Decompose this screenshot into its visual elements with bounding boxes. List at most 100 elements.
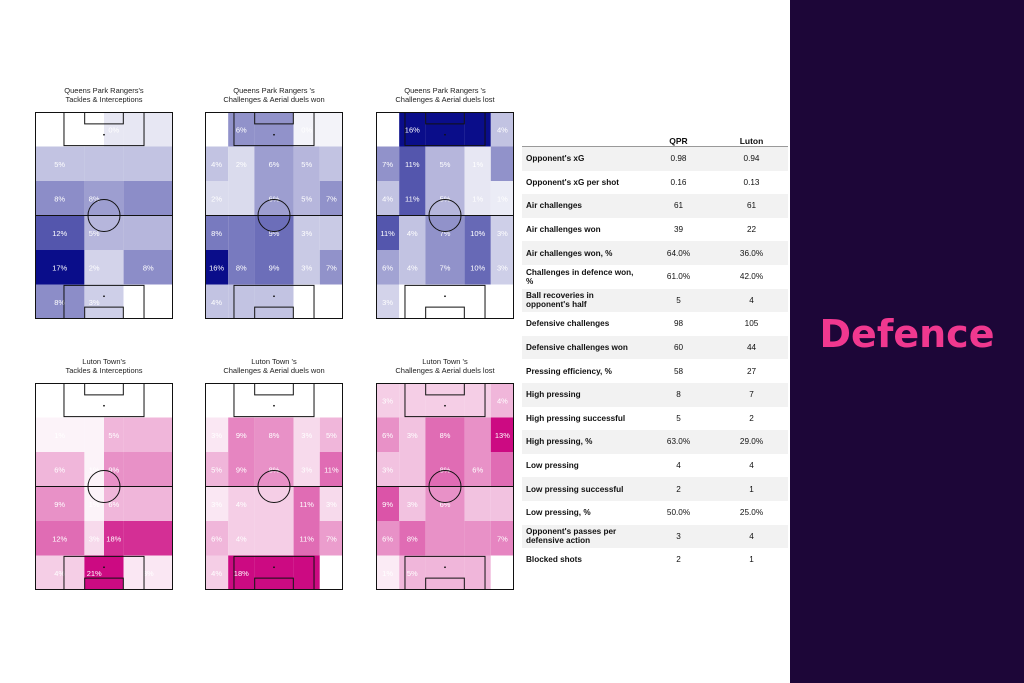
top-goal-area xyxy=(84,112,124,125)
luton-value: 4 xyxy=(715,524,788,549)
table-row: Low pressing, % 50.0% 25.0% xyxy=(522,501,788,525)
cell-label: 1% xyxy=(472,160,483,169)
heatmap-cell xyxy=(228,417,255,452)
bottom-goal-area xyxy=(254,306,294,320)
cell-label: 0% xyxy=(326,396,337,405)
qpr-value: 2 xyxy=(642,477,715,501)
pitch-heatmap: 0% 0% 0% 5% 8% 8% 12% 5% 17% 2% 8% 8% 3% 0% xyxy=(35,112,173,320)
table-row: Defensive challenges 98 105 xyxy=(522,312,788,336)
cell-label: 8% xyxy=(236,263,247,272)
cell-label: 0% xyxy=(326,298,337,307)
heatmap-cell xyxy=(35,215,85,250)
heatmap-cell xyxy=(228,452,255,487)
heatmap-cell xyxy=(490,521,514,556)
heatmap-cell xyxy=(205,486,229,521)
cell-label: 7% xyxy=(440,263,451,272)
cell-label: 1% xyxy=(89,500,100,509)
heatmap-cell xyxy=(425,284,465,319)
cell-label: 8% xyxy=(54,298,65,307)
top-penalty-spot xyxy=(444,404,446,407)
pitch-title: Queens Park Rangers 's Challenges & Aeria… xyxy=(395,86,495,104)
metric-label: Air challenges won xyxy=(526,225,601,235)
cell-label: 3% xyxy=(407,500,418,509)
heatmap-cell xyxy=(35,181,85,216)
heatmap-cell xyxy=(35,284,85,319)
heatmap-cell xyxy=(464,555,491,590)
top-penalty-spot xyxy=(273,133,275,136)
cell-label: 0% xyxy=(211,125,222,134)
pitch-title: Luton Town's Tackles & Interceptions xyxy=(65,357,143,375)
heatmap-cell xyxy=(254,486,294,521)
cell-label: 1% xyxy=(54,431,65,440)
heatmap-cell xyxy=(464,452,491,487)
heatmap-cell xyxy=(254,383,294,418)
bottom-penalty-spot xyxy=(103,566,105,569)
heatmap-cell xyxy=(376,417,400,452)
bottom-goal-area xyxy=(84,306,124,320)
heatmap-cell xyxy=(35,112,85,147)
cell-label: 1% xyxy=(382,569,393,578)
cell-label: 8% xyxy=(211,229,222,238)
cell-label: 8% xyxy=(89,194,100,203)
heatmap-cell xyxy=(84,250,104,285)
metric-label: Defensive challenges xyxy=(526,319,610,329)
cell-label: 3% xyxy=(143,569,154,578)
metric-label: Ball recoveries in opponent's half xyxy=(522,288,642,313)
heatmap-cell xyxy=(490,452,514,487)
qpr-value: 58 xyxy=(673,366,684,376)
metric-label: High pressing xyxy=(522,382,642,407)
cell-label: 3% xyxy=(89,534,100,543)
heatmap-cell xyxy=(376,452,400,487)
metric-label: Opponent's passes per defensive action xyxy=(522,524,642,549)
table-row: High pressing, % 63.0% 29.0% xyxy=(522,430,788,454)
heatmap-cell xyxy=(399,452,426,487)
top-penalty-spot xyxy=(444,133,446,136)
heatmap-cell xyxy=(35,383,85,418)
heatmap-cell xyxy=(399,555,426,590)
cell-label: 8% xyxy=(54,194,65,203)
cell-label: 7% xyxy=(382,160,393,169)
heatmap-cell xyxy=(319,112,343,147)
heatmap-cell xyxy=(84,112,104,147)
qpr-value: 3 xyxy=(642,524,715,549)
heatmap-cell xyxy=(464,250,491,285)
cell-label: 9% xyxy=(236,431,247,440)
heatmap-cell xyxy=(464,146,491,181)
heatmap-cell xyxy=(104,250,124,285)
cell-label: 6% xyxy=(211,534,222,543)
heatmap-cell xyxy=(123,521,173,556)
heatmap-cell xyxy=(376,250,400,285)
heatmap-cell xyxy=(84,146,104,181)
pitch-title: Queens Park Rangers 's Challenges & Aeria… xyxy=(223,86,325,104)
cell-label: 9% xyxy=(269,229,280,238)
heatmap-cell xyxy=(84,181,104,216)
heatmap-cell xyxy=(490,250,514,285)
heatmap-cell xyxy=(123,146,173,181)
cell-label: 0% xyxy=(472,298,483,307)
heatmap-cell xyxy=(293,417,320,452)
cell-label: 7% xyxy=(497,534,508,543)
cell-label: 1% xyxy=(89,465,100,474)
cell-label: 4% xyxy=(211,569,222,578)
heatmap-cell xyxy=(104,146,124,181)
heatmap-cell xyxy=(425,452,465,487)
heatmap-cell xyxy=(376,112,400,147)
metric-label: Opponent's xG xyxy=(522,146,642,171)
top-penalty-spot xyxy=(273,404,275,407)
bottom-penalty-spot xyxy=(444,295,446,298)
cell-label: 0% xyxy=(89,125,100,134)
cell-label: 1% xyxy=(472,194,483,203)
cell-label: 4% xyxy=(236,534,247,543)
qpr-value: 5 xyxy=(676,413,681,423)
heatmap-cell xyxy=(399,181,426,216)
qpr-value: 8 xyxy=(642,382,715,407)
cell-label: 11% xyxy=(405,160,420,169)
qpr-value: 2 xyxy=(676,555,681,565)
heatmap-cell xyxy=(254,284,294,319)
cell-label: 3% xyxy=(301,465,312,474)
heatmap-cell xyxy=(293,383,320,418)
heatmap-cell xyxy=(425,486,465,521)
bottom-goal-area xyxy=(425,577,465,591)
cell-label: 6% xyxy=(269,194,280,203)
cell-label: 0% xyxy=(143,396,154,405)
